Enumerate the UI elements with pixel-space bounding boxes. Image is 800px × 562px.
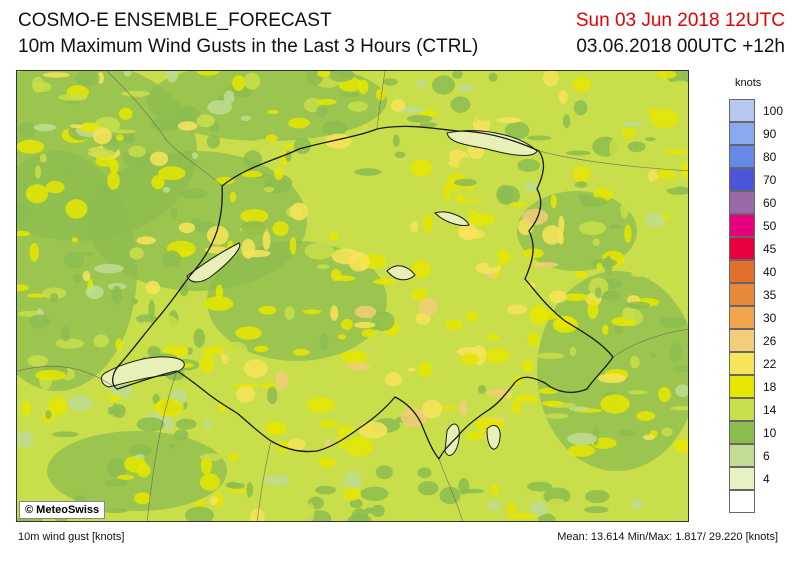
legend-label: 100	[763, 104, 784, 118]
legend-swatch	[729, 375, 755, 398]
lake-neuchatel	[186, 242, 241, 283]
admin-lines	[17, 71, 688, 521]
legend-swatch	[729, 191, 755, 214]
legend-unit: knots	[735, 77, 762, 89]
legend-label: 80	[763, 150, 777, 164]
legend-label: 22	[763, 357, 777, 371]
legend-swatch	[729, 329, 755, 352]
gust-patches	[17, 71, 688, 521]
legend-label: 60	[763, 196, 777, 210]
product-subtitle: 10m Maximum Wind Gusts in the Last 3 Hou…	[18, 36, 479, 57]
legend-swatch	[729, 214, 755, 237]
legend-label: 50	[763, 219, 777, 233]
legend-label: 35	[763, 288, 777, 302]
legend-swatch	[729, 352, 755, 375]
legend-label: 40	[763, 265, 777, 279]
lake-lucerne	[386, 265, 416, 281]
legend-swatch	[729, 421, 755, 444]
legend-swatch	[729, 260, 755, 283]
lake-zurich	[434, 211, 470, 226]
legend-swatch	[729, 306, 755, 329]
legend-swatch	[729, 444, 755, 467]
legend-swatch	[729, 283, 755, 306]
wind-gust-field	[17, 71, 688, 521]
legend-label: 6	[763, 449, 770, 463]
legend-swatch	[729, 237, 755, 260]
lake-como	[486, 425, 501, 450]
legend-swatch	[729, 467, 755, 490]
lake-constance	[446, 130, 538, 156]
legend-label: 4	[763, 472, 770, 486]
legend-label: 30	[763, 311, 777, 325]
run-time: 03.06.2018 00UTC +12h	[576, 36, 785, 57]
legend-swatch	[729, 145, 755, 168]
legend-label: 10	[763, 426, 777, 440]
legend-swatch	[729, 122, 755, 145]
product-title: COSMO-E ENSEMBLE_FORECAST	[18, 10, 332, 31]
lake-maggiore	[444, 423, 460, 456]
legend-swatch	[729, 490, 755, 513]
legend-label: 45	[763, 242, 777, 256]
legend-label: 26	[763, 334, 777, 348]
legend-label: 14	[763, 403, 777, 417]
legend-label: 70	[763, 173, 777, 187]
lake-geneva	[101, 356, 185, 388]
lakes	[101, 130, 538, 456]
valid-time: Sun 03 Jun 2018 12UTC	[575, 10, 785, 31]
field-statistics: Mean: 13.614 Min/Max: 1.817/ 29.220 [kno…	[557, 531, 778, 543]
legend-swatch	[729, 168, 755, 191]
legend-label: 90	[763, 127, 777, 141]
legend-swatch	[729, 99, 755, 122]
forecast-map: © MeteoSwiss	[16, 70, 689, 522]
legend-label: 18	[763, 380, 777, 394]
legend-swatch	[729, 398, 755, 421]
copyright-label: © MeteoSwiss	[19, 501, 106, 519]
variable-label: 10m wind gust [knots]	[18, 531, 125, 543]
